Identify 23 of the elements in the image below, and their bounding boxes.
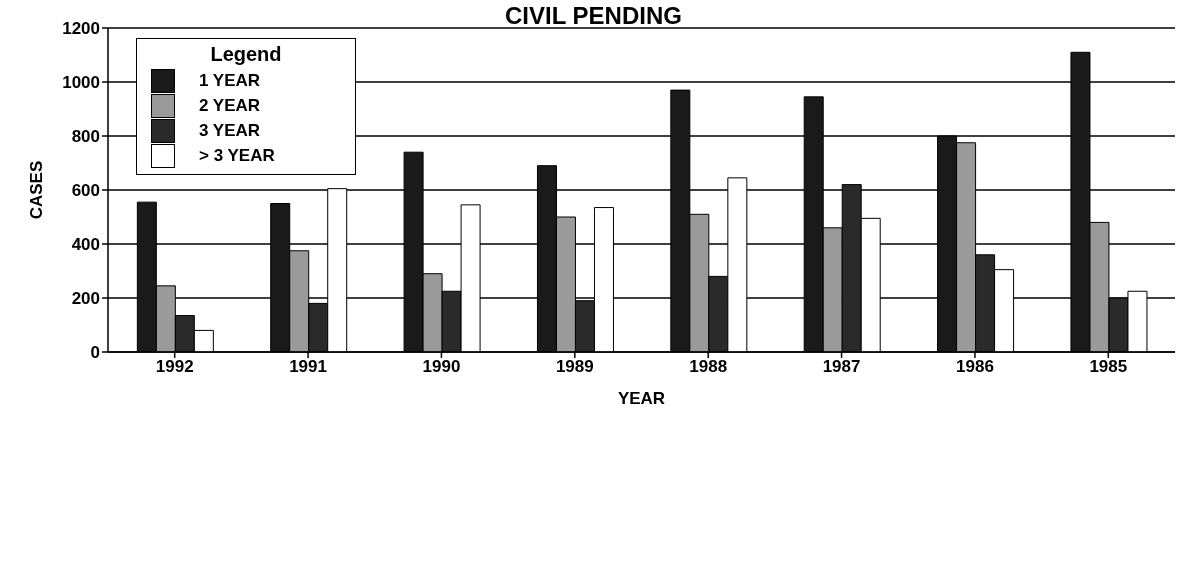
x-tick-label: 1991 — [289, 357, 327, 377]
x-tick-label: 1987 — [822, 357, 861, 377]
x-tick-label: 1988 — [689, 357, 728, 377]
legend-label: 2 YEAR — [199, 95, 261, 116]
y-tick-label: 1200 — [62, 19, 100, 39]
x-tick-label: 1992 — [155, 357, 194, 377]
x-axis-title: YEAR — [617, 389, 666, 408]
chart-title: CIVIL PENDING — [505, 2, 682, 29]
legend-title: Legend — [209, 43, 283, 66]
x-tick-label: 1986 — [956, 357, 994, 377]
y-tick-label: 0 — [90, 343, 100, 363]
x-tick-label: 1990 — [422, 357, 461, 377]
y-tick-label: 800 — [71, 127, 100, 147]
legend-label: 1 YEAR — [199, 70, 261, 91]
y-axis-title: CASES — [27, 160, 47, 220]
y-tick-label: 600 — [71, 181, 100, 201]
y-tick-label: 400 — [71, 235, 100, 255]
legend-label: > 3 YEAR — [199, 145, 275, 166]
y-tick-label: 200 — [71, 289, 100, 309]
y-tick-label: 1000 — [62, 73, 100, 93]
x-tick-label: 1985 — [1089, 357, 1128, 377]
x-tick-label: 1989 — [555, 357, 594, 377]
legend-label: 3 YEAR — [199, 120, 261, 141]
